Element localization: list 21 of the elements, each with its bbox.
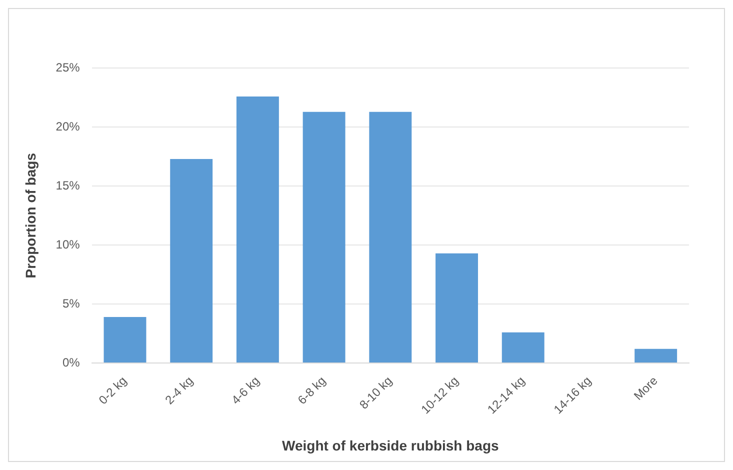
bar — [170, 159, 213, 362]
y-axis-title: Proportion of bags — [22, 152, 38, 278]
y-tick-label: 0% — [62, 355, 80, 370]
bar — [236, 96, 279, 362]
bar — [104, 317, 146, 362]
x-tick-label: 2-4 kg — [162, 374, 196, 408]
y-tick-label: 15% — [56, 178, 80, 192]
y-tick-label: 20% — [56, 119, 80, 134]
x-tick-label: 0-2 kg — [96, 374, 130, 408]
y-tick-label: 10% — [56, 237, 80, 252]
bar — [369, 112, 412, 362]
bar — [634, 348, 678, 362]
x-axis-title: Weight of kerbside rubbish bags — [282, 437, 499, 454]
bar — [436, 253, 478, 362]
x-tick-label: 6-8 kg — [295, 374, 329, 408]
bar — [502, 332, 544, 362]
bar — [302, 112, 346, 362]
y-tick-label: 5% — [62, 296, 80, 310]
y-tick-label: 25% — [56, 60, 80, 75]
x-tick-label: 4-6 kg — [228, 374, 262, 408]
x-tick-label: 8-10 kg — [356, 374, 395, 412]
